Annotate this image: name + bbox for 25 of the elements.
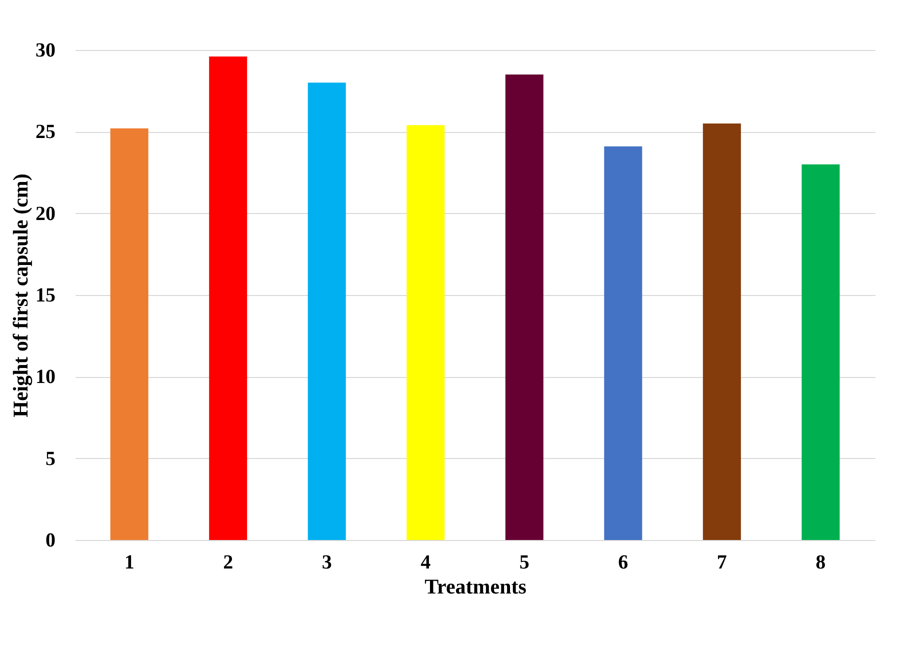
x-tick-label: 2 <box>223 552 234 574</box>
y-tick-label: 30 <box>36 40 56 62</box>
y-tick-label: 5 <box>46 448 56 470</box>
x-tick-label: 8 <box>816 552 826 574</box>
bar <box>406 125 445 540</box>
bar <box>308 82 346 540</box>
y-tick-label: 10 <box>36 366 56 388</box>
y-tick-label: 25 <box>36 121 56 144</box>
x-tick-label: 7 <box>716 552 727 574</box>
bar <box>604 146 642 540</box>
y-tick-label: 20 <box>36 202 56 225</box>
y-tick-label: 0 <box>46 530 56 552</box>
x-tick-label: 6 <box>618 552 628 574</box>
y-axis-title: Height of first capsule (cm) <box>8 174 32 418</box>
x-axis-title: Treatments <box>424 574 526 598</box>
bar <box>505 74 544 540</box>
x-tick-label: 5 <box>519 552 530 574</box>
bar <box>110 128 148 540</box>
y-tick-label: 15 <box>36 284 56 306</box>
x-tick-label: 3 <box>322 552 332 574</box>
bar <box>802 164 840 540</box>
x-tick-label: 1 <box>124 552 134 574</box>
bar <box>209 56 248 540</box>
bar <box>702 124 741 540</box>
x-tick-label: 4 <box>420 552 431 574</box>
